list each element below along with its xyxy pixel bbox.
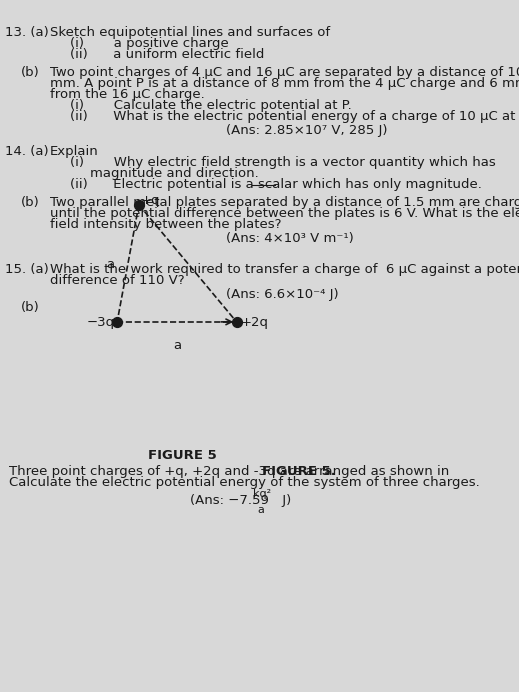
Text: Three point charges of +q, +2q and -3q are arranged as shown in: Three point charges of +q, +2q and -3q a… (9, 464, 453, 477)
Text: (i)       Calculate the electric potential at P.: (i) Calculate the electric potential at … (70, 99, 352, 112)
Text: Explain: Explain (50, 145, 99, 158)
Text: 15. (a): 15. (a) (5, 263, 49, 276)
Text: from the 16 μC charge.: from the 16 μC charge. (50, 89, 205, 101)
Text: (Ans: 2.85×10⁷ V, 285 J): (Ans: 2.85×10⁷ V, 285 J) (226, 124, 387, 137)
Text: Two point charges of 4 μC and 16 μC are separated by a distance of 10: Two point charges of 4 μC and 16 μC are … (50, 66, 519, 79)
Text: magnitude and direction.: magnitude and direction. (90, 167, 259, 180)
Text: 14. (a): 14. (a) (5, 145, 49, 158)
Point (113, 316, 121, 327)
Text: kq²: kq² (253, 489, 271, 499)
Text: +2q: +2q (241, 316, 269, 329)
Text: FIGURE 5: FIGURE 5 (148, 449, 216, 462)
Text: (Ans: 6.6×10⁻⁴ J): (Ans: 6.6×10⁻⁴ J) (226, 288, 338, 301)
Text: (Ans: 4×10³ V m⁻¹): (Ans: 4×10³ V m⁻¹) (226, 232, 353, 244)
Text: field intensity between the plates?: field intensity between the plates? (50, 218, 282, 231)
Text: (ii)      a uniform electric field: (ii) a uniform electric field (70, 48, 265, 62)
Text: (b): (b) (21, 301, 40, 314)
Point (233, 316, 241, 327)
Text: (ii)      Electric potential is a scalar which has only magnitude.: (ii) Electric potential is a scalar whic… (70, 178, 482, 191)
Text: mm. A point P is at a distance of 8 mm from the 4 μC charge and 6 mm: mm. A point P is at a distance of 8 mm f… (50, 78, 519, 90)
Text: a: a (173, 339, 181, 352)
Text: 13. (a): 13. (a) (5, 26, 49, 39)
Text: Sketch equipotential lines and surfaces of: Sketch equipotential lines and surfaces … (50, 26, 331, 39)
Text: (i)       a positive charge: (i) a positive charge (70, 37, 229, 51)
Text: FIGURE 5.: FIGURE 5. (262, 464, 336, 477)
Text: Two parallel metal plates separated by a distance of 1.5 mm are charged: Two parallel metal plates separated by a… (50, 196, 519, 209)
Text: (ii)      What is the electric potential energy of a charge of 10 μC at P?: (ii) What is the electric potential ener… (70, 110, 519, 123)
Point (135, 199, 143, 210)
Text: What is the work required to transfer a charge of  6 μC against a potential: What is the work required to transfer a … (50, 263, 519, 276)
Text: −3q: −3q (86, 316, 115, 329)
Text: J): J) (278, 494, 291, 507)
Text: (b): (b) (21, 66, 40, 79)
Text: difference of 110 V?: difference of 110 V? (50, 274, 185, 287)
Text: (Ans: −7.59: (Ans: −7.59 (189, 494, 272, 507)
Text: a: a (106, 258, 114, 271)
Text: +q: +q (141, 194, 160, 208)
Text: Calculate the electric potential energy of the system of three charges.: Calculate the electric potential energy … (9, 476, 480, 489)
Text: (i)       Why electric field strength is a vector quantity which has: (i) Why electric field strength is a vec… (70, 156, 496, 169)
Text: a: a (257, 505, 264, 516)
Text: until the potential difference between the plates is 6 V. What is the electric: until the potential difference between t… (50, 207, 519, 220)
Text: (b): (b) (21, 196, 40, 209)
